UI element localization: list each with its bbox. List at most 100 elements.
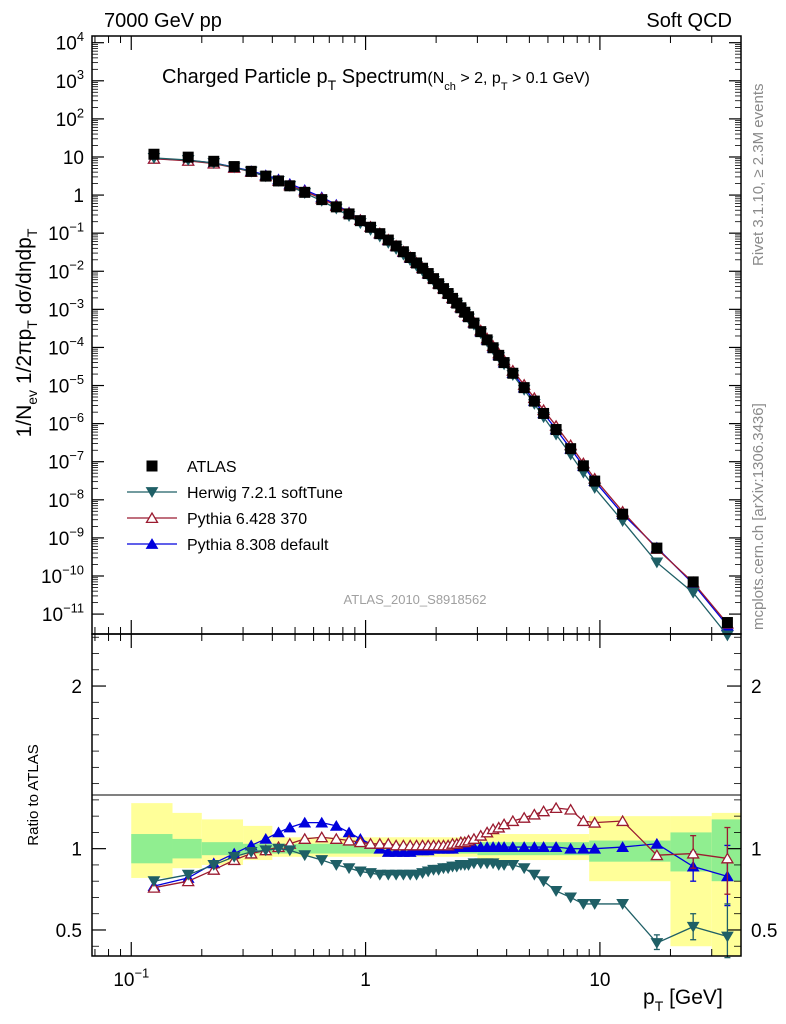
ratio-point bbox=[342, 863, 356, 875]
uncertainty-band-inner bbox=[711, 819, 741, 882]
ratio-point bbox=[315, 816, 329, 828]
ratio-point bbox=[549, 801, 563, 814]
y-tick-label: 10−11 bbox=[42, 601, 84, 627]
y-tick-label-right: 1 bbox=[751, 840, 762, 861]
ratio-point bbox=[181, 869, 195, 881]
y-tick-label: 10−9 bbox=[48, 524, 84, 550]
ratio-point bbox=[227, 851, 241, 863]
ratio-point bbox=[506, 814, 520, 827]
ratio-point bbox=[517, 841, 531, 852]
legend-label: Pythia 6.428 370 bbox=[187, 511, 307, 528]
ratio-point bbox=[298, 832, 312, 844]
atlas-data-point bbox=[577, 460, 589, 472]
atlas-data-point bbox=[507, 367, 519, 379]
ratio-point bbox=[517, 863, 531, 875]
uncertainty-band-inner bbox=[131, 834, 173, 864]
ratio-point bbox=[588, 842, 602, 854]
legend-marker bbox=[145, 487, 159, 498]
x-axis-label: pT [GeV] bbox=[643, 986, 723, 1014]
atlas-data-point bbox=[374, 228, 386, 240]
ratio-point bbox=[616, 899, 630, 910]
ratio-point bbox=[329, 819, 343, 831]
uncertainty-band-inner bbox=[172, 838, 202, 859]
ratio-point bbox=[353, 866, 367, 878]
atlas-data-point bbox=[382, 234, 394, 246]
atlas-data-point bbox=[404, 251, 416, 263]
atlas-data-point bbox=[538, 407, 550, 419]
ratio-point bbox=[315, 831, 329, 843]
atlas-data-point bbox=[617, 508, 629, 520]
atlas-data-point bbox=[316, 194, 328, 206]
ratio-point bbox=[577, 842, 590, 854]
x-tick-label: 10−1 bbox=[113, 965, 149, 991]
atlas-data-point bbox=[245, 165, 257, 177]
rivet-label: Rivet 3.1.10, ≥ 2.3M events bbox=[750, 84, 767, 267]
y-tick-label: 2 bbox=[71, 677, 82, 698]
legend-marker bbox=[146, 460, 158, 472]
ratio-point bbox=[686, 847, 700, 859]
atlas-data-point bbox=[417, 262, 429, 274]
atlas-data-point bbox=[468, 317, 480, 329]
ratio-point bbox=[527, 808, 541, 820]
process-label: Soft QCD bbox=[646, 10, 732, 32]
atlas-data-point bbox=[397, 246, 409, 258]
ratio-point bbox=[588, 899, 602, 910]
y-tick-label: 10−10 bbox=[41, 562, 84, 588]
ratio-point bbox=[373, 837, 387, 849]
ratio-point bbox=[564, 842, 578, 854]
ratio-point bbox=[298, 850, 312, 862]
legend-label: ATLAS bbox=[187, 459, 237, 476]
y-tick-label: 10−1 bbox=[48, 220, 84, 246]
ratio-point bbox=[650, 938, 664, 949]
ratio-point bbox=[720, 852, 735, 864]
y-tick-label-right: 2 bbox=[751, 677, 762, 698]
ratio-point bbox=[364, 868, 377, 879]
atlas-data-point bbox=[208, 155, 220, 167]
atlas-data-point bbox=[411, 257, 423, 269]
legend-marker bbox=[145, 511, 159, 524]
ratio-point bbox=[259, 845, 273, 857]
ratio-point bbox=[537, 841, 550, 852]
ratio-point bbox=[616, 841, 630, 852]
atlas-data-point bbox=[330, 201, 342, 213]
y-tick-label: 103 bbox=[56, 67, 84, 93]
ratio-point bbox=[686, 921, 700, 933]
ratio-point bbox=[527, 841, 541, 852]
atlas-data-point bbox=[343, 208, 355, 220]
y-tick-label-right: 0.5 bbox=[751, 921, 777, 942]
y-tick-label: 10−2 bbox=[48, 258, 84, 284]
ratio-point bbox=[497, 818, 511, 830]
legend: ATLAS Herwig 7.2.1 softTune Pythia 6.428 3… bbox=[127, 459, 343, 554]
atlas-data-point bbox=[498, 357, 510, 369]
uncertainty-band-inner bbox=[243, 843, 273, 854]
atlas-data-point bbox=[365, 221, 377, 233]
atlas-data-point bbox=[463, 311, 475, 323]
ratio-point bbox=[272, 826, 285, 838]
atlas-data-point bbox=[528, 395, 540, 407]
atlas-data-point bbox=[390, 240, 402, 252]
ratio-point bbox=[181, 874, 195, 887]
atlas-data-point bbox=[721, 617, 733, 629]
legend-label: Herwig 7.2.1 softTune bbox=[187, 485, 343, 502]
uncertainty-band-inner bbox=[589, 840, 671, 862]
ratio-point bbox=[497, 841, 511, 852]
ratio-point bbox=[588, 816, 602, 828]
x-tick-label: 10 bbox=[589, 970, 610, 991]
ratio-point bbox=[564, 803, 578, 815]
energy-label: 7000 GeV pp bbox=[104, 10, 222, 32]
atlas-data-point bbox=[565, 443, 577, 455]
legend-label: Pythia 8.308 default bbox=[187, 537, 329, 554]
atlas-data-point bbox=[475, 326, 487, 338]
y-tick-label: 1 bbox=[73, 186, 84, 207]
ratio-point bbox=[207, 860, 221, 871]
atlas-data-point bbox=[273, 175, 285, 187]
ratio-point bbox=[381, 869, 395, 881]
x-tick-label: 1 bbox=[360, 970, 371, 991]
y-tick-label: 10−6 bbox=[48, 410, 84, 436]
ratio-point bbox=[497, 860, 511, 871]
atlas-data-point bbox=[518, 382, 530, 394]
ratio-point bbox=[342, 834, 356, 846]
ratio-point bbox=[576, 814, 591, 827]
data-point bbox=[721, 630, 734, 642]
